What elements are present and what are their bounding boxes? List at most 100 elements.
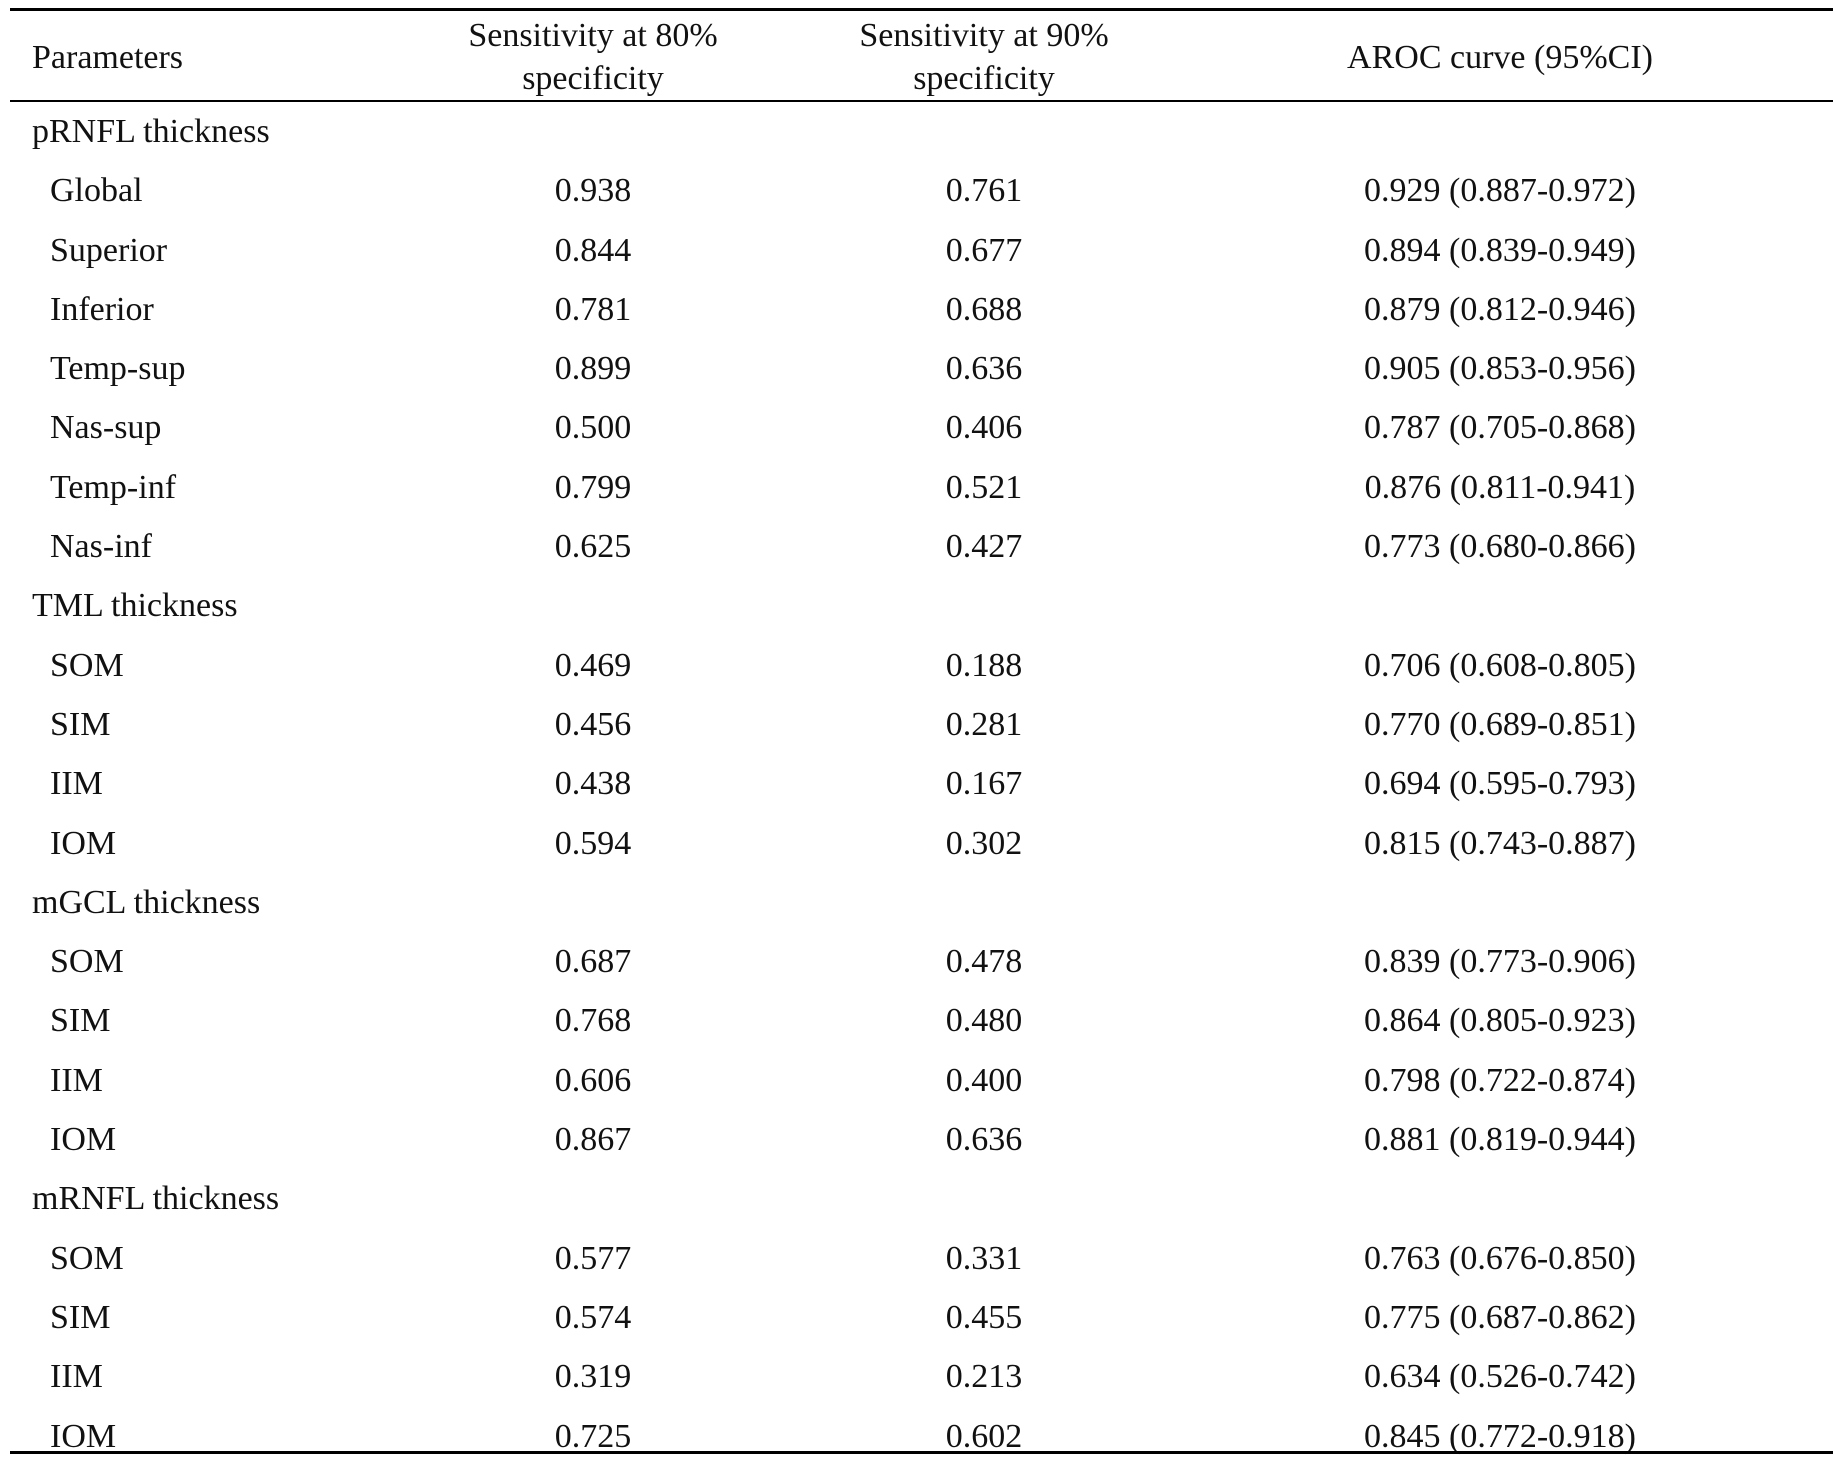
cell-parameter: SIM <box>50 1298 111 1336</box>
table-header-row: Parameters Sensitivity at 80% specificity… <box>10 11 1833 100</box>
cell-aroc: 0.763 (0.676-0.850) <box>1364 1239 1636 1277</box>
header-line: Sensitivity at 90% <box>859 17 1109 54</box>
cell-parameter: Superior <box>50 231 168 269</box>
table-row: Superior 0.844 0.677 0.894 (0.839-0.949) <box>10 221 1833 280</box>
cell-sensitivity-80: 0.938 <box>554 172 632 210</box>
table-row: Nas-inf 0.625 0.427 0.773 (0.680-0.866) <box>10 517 1833 576</box>
group-label: pRNFL thickness <box>32 113 270 150</box>
table-row: Global 0.938 0.761 0.929 (0.887-0.972) <box>10 161 1833 220</box>
cell-aroc: 0.881 (0.819-0.944) <box>1364 1121 1636 1159</box>
table-row: SIM 0.456 0.281 0.770 (0.689-0.851) <box>10 695 1833 754</box>
cell-sensitivity-90: 0.636 <box>945 1121 1023 1159</box>
cell-parameter: IOM <box>50 1121 117 1159</box>
table-body: pRNFL thickness Global 0.938 0.761 0.929 (0.… <box>10 102 1833 1466</box>
cell-sensitivity-90: 0.478 <box>945 943 1023 981</box>
cell-aroc: 0.864 (0.805-0.923) <box>1364 1002 1636 1040</box>
cell-parameter: SIM <box>50 705 111 743</box>
cell-aroc: 0.770 (0.689-0.851) <box>1364 705 1636 743</box>
cell-sensitivity-80: 0.844 <box>554 231 632 269</box>
cell-aroc: 0.929 (0.887-0.972) <box>1364 172 1636 210</box>
cell-sensitivity-80: 0.606 <box>554 1061 632 1099</box>
cell-sensitivity-80: 0.319 <box>554 1358 632 1396</box>
cell-sensitivity-90: 0.521 <box>945 468 1023 506</box>
cell-sensitivity-90: 0.331 <box>945 1239 1023 1277</box>
table-row: Temp-sup 0.899 0.636 0.905 (0.853-0.956) <box>10 339 1833 398</box>
cell-aroc: 0.879 (0.812-0.946) <box>1364 290 1636 328</box>
cell-sensitivity-90: 0.636 <box>945 350 1023 388</box>
table-row: Inferior 0.781 0.688 0.879 (0.812-0.946) <box>10 280 1833 339</box>
table-row: Nas-sup 0.500 0.406 0.787 (0.705-0.868) <box>10 398 1833 457</box>
group-label: mRNFL thickness <box>32 1180 280 1218</box>
cell-sensitivity-80: 0.438 <box>554 765 632 803</box>
cell-parameter: SOM <box>50 646 124 684</box>
cell-sensitivity-80: 0.574 <box>554 1298 632 1336</box>
group-row: TML thickness <box>10 576 1833 635</box>
cell-sensitivity-90: 0.602 <box>945 1417 1023 1455</box>
cell-sensitivity-80: 0.899 <box>554 350 632 388</box>
cell-sensitivity-90: 0.427 <box>945 528 1023 566</box>
cell-aroc: 0.773 (0.680-0.866) <box>1364 528 1636 566</box>
header-line: specificity <box>522 60 664 97</box>
group-row: mGCL thickness <box>10 873 1833 932</box>
table-row: IIM 0.438 0.167 0.694 (0.595-0.793) <box>10 754 1833 813</box>
table-row: Temp-inf 0.799 0.521 0.876 (0.811-0.941) <box>10 458 1833 517</box>
header-parameters: Parameters <box>32 39 184 76</box>
table-row: SOM 0.469 0.188 0.706 (0.608-0.805) <box>10 636 1833 695</box>
table-row: SOM 0.577 0.331 0.763 (0.676-0.850) <box>10 1229 1833 1288</box>
cell-sensitivity-90: 0.302 <box>945 824 1023 862</box>
cell-sensitivity-80: 0.456 <box>554 705 632 743</box>
cell-parameter: Temp-inf <box>50 468 177 506</box>
header-line: Sensitivity at 80% <box>468 17 718 54</box>
cell-parameter: Global <box>50 172 143 210</box>
header-aroc: AROC curve (95%CI) <box>1347 39 1653 76</box>
cell-sensitivity-90: 0.406 <box>945 409 1023 447</box>
cell-sensitivity-90: 0.688 <box>945 290 1023 328</box>
cell-sensitivity-90: 0.188 <box>945 646 1023 684</box>
cell-sensitivity-80: 0.799 <box>554 468 632 506</box>
cell-aroc: 0.634 (0.526-0.742) <box>1364 1358 1636 1396</box>
cell-aroc: 0.775 (0.687-0.862) <box>1364 1298 1636 1336</box>
cell-aroc: 0.905 (0.853-0.956) <box>1364 350 1636 388</box>
cell-aroc: 0.706 (0.608-0.805) <box>1364 646 1636 684</box>
cell-sensitivity-80: 0.625 <box>554 528 632 566</box>
cell-aroc: 0.845 (0.772-0.918) <box>1364 1417 1636 1455</box>
cell-parameter: Inferior <box>50 290 154 328</box>
cell-parameter: Temp-sup <box>50 350 186 388</box>
cell-sensitivity-80: 0.768 <box>554 1002 632 1040</box>
table-row: IOM 0.594 0.302 0.815 (0.743-0.887) <box>10 814 1833 873</box>
results-table: Parameters Sensitivity at 80% specificity… <box>10 8 1833 1466</box>
cell-parameter: IOM <box>50 1417 117 1455</box>
cell-sensitivity-90: 0.455 <box>945 1298 1023 1336</box>
cell-parameter: Nas-sup <box>50 409 162 447</box>
cell-parameter: IIM <box>50 1061 103 1099</box>
table-header-rule <box>10 100 1833 102</box>
cell-sensitivity-90: 0.167 <box>945 765 1023 803</box>
cell-sensitivity-90: 0.400 <box>945 1061 1023 1099</box>
cell-sensitivity-80: 0.781 <box>554 290 632 328</box>
cell-sensitivity-80: 0.687 <box>554 943 632 981</box>
table-row: IIM 0.606 0.400 0.798 (0.722-0.874) <box>10 1051 1833 1110</box>
table-row: IIM 0.319 0.213 0.634 (0.526-0.742) <box>10 1347 1833 1406</box>
cell-aroc: 0.839 (0.773-0.906) <box>1364 943 1636 981</box>
cell-sensitivity-90: 0.480 <box>945 1002 1023 1040</box>
group-label: mGCL thickness <box>32 883 261 921</box>
cell-aroc: 0.815 (0.743-0.887) <box>1364 824 1636 862</box>
cell-sensitivity-80: 0.725 <box>554 1417 632 1455</box>
cell-sensitivity-90: 0.677 <box>945 231 1023 269</box>
cell-parameter: SOM <box>50 943 124 981</box>
cell-aroc: 0.694 (0.595-0.793) <box>1364 765 1636 803</box>
cell-sensitivity-90: 0.281 <box>945 705 1023 743</box>
table-row: SOM 0.687 0.478 0.839 (0.773-0.906) <box>10 932 1833 991</box>
cell-sensitivity-80: 0.469 <box>554 646 632 684</box>
header-sensitivity-90: Sensitivity at 90% specificity <box>819 14 1149 100</box>
cell-aroc: 0.798 (0.722-0.874) <box>1364 1061 1636 1099</box>
header-sensitivity-80: Sensitivity at 80% specificity <box>428 14 758 100</box>
cell-parameter: IOM <box>50 824 117 862</box>
cell-sensitivity-80: 0.500 <box>554 409 632 447</box>
cell-sensitivity-90: 0.761 <box>945 172 1023 210</box>
group-label: TML thickness <box>32 587 238 625</box>
table-top-rule <box>10 8 1833 11</box>
cell-aroc: 0.894 (0.839-0.949) <box>1364 231 1636 269</box>
cell-parameter: SOM <box>50 1239 124 1277</box>
cell-sensitivity-90: 0.213 <box>945 1358 1023 1396</box>
